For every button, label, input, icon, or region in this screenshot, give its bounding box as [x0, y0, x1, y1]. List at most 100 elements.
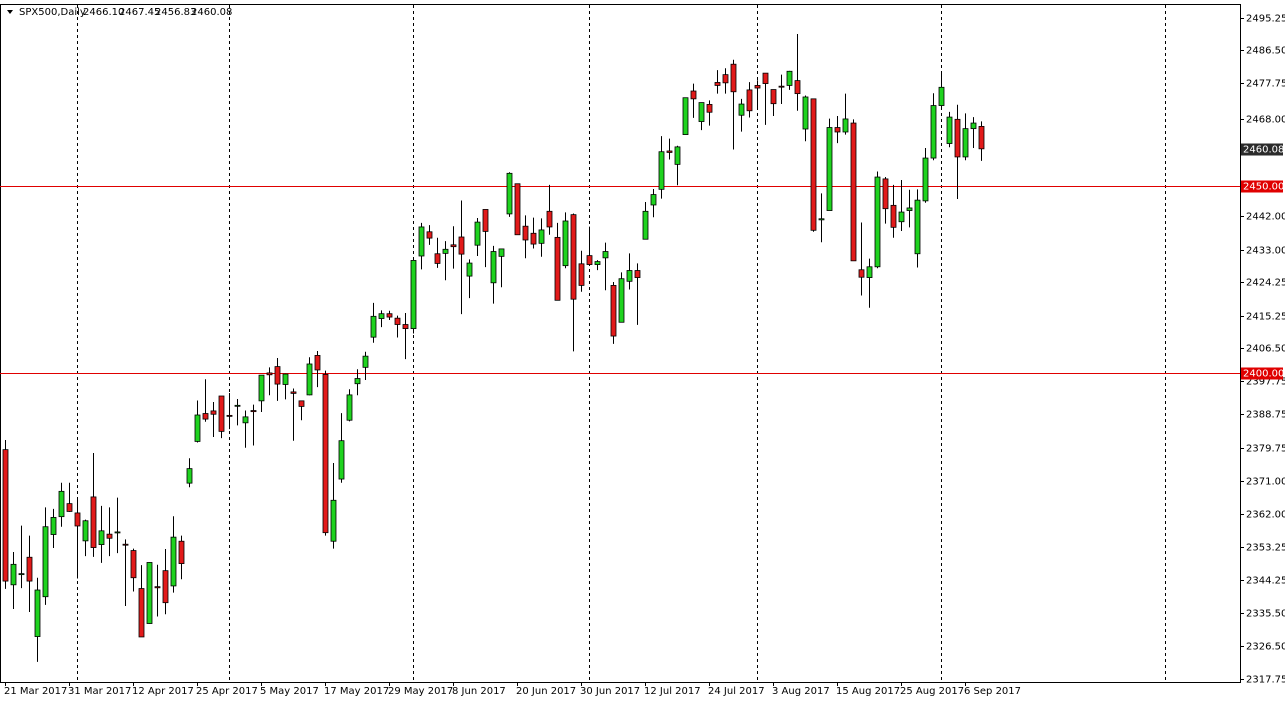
candle-body	[442, 248, 449, 254]
candle-body	[570, 214, 577, 300]
x-tick-label: 17 May 2017	[324, 686, 389, 697]
candle-body	[874, 176, 881, 268]
candle-body	[450, 244, 457, 248]
candle-body	[322, 374, 329, 534]
candle-body	[858, 269, 865, 278]
level-label-box	[1241, 180, 1283, 193]
candle-body	[602, 251, 609, 259]
candle-body	[914, 199, 921, 255]
candle-body	[906, 207, 913, 211]
candle-body	[650, 194, 657, 206]
candle-body	[274, 366, 281, 385]
menu-triangle[interactable]	[7, 10, 13, 14]
candle-body	[314, 355, 321, 371]
candle-body	[114, 531, 121, 534]
candles	[2, 34, 985, 662]
candle-body	[578, 263, 585, 286]
x-tick-label: 12 Jul 2017	[644, 686, 701, 697]
candle-body	[122, 543, 129, 546]
candle-body	[218, 395, 225, 432]
candle-body	[482, 209, 489, 232]
candle-body	[802, 96, 809, 130]
candle-body	[762, 72, 769, 84]
header-open: 2466.10	[83, 7, 124, 18]
candle-body	[562, 220, 569, 267]
candle-body	[850, 122, 857, 262]
y-tick-label: 2442.00	[1246, 212, 1285, 223]
candle-body	[354, 378, 361, 385]
candle-body	[98, 530, 105, 545]
candle-body	[234, 404, 241, 407]
candle-body	[970, 122, 977, 130]
candle-body	[66, 503, 73, 512]
candle-body	[370, 315, 377, 338]
candle-body	[634, 270, 641, 278]
candle-body	[962, 128, 969, 158]
candle-body	[26, 556, 33, 582]
candle-body	[162, 570, 169, 604]
candle-body	[498, 248, 505, 257]
candle-body	[698, 102, 705, 122]
candle-body	[130, 550, 137, 579]
y-tick-label: 2326.50	[1246, 642, 1285, 653]
candle-body	[514, 183, 521, 236]
candle-body	[258, 374, 265, 402]
candle-body	[794, 80, 801, 95]
candle-body	[538, 229, 545, 244]
candle-body	[202, 413, 209, 420]
candle-body	[714, 82, 721, 86]
x-tick-label: 25 Aug 2017	[900, 686, 964, 697]
y-tick-label: 2371.00	[1246, 477, 1285, 488]
candle-body	[610, 285, 617, 337]
candle-body	[18, 573, 25, 576]
candle-body	[778, 85, 785, 88]
level-label-box	[1241, 367, 1283, 380]
candle-body	[954, 118, 961, 158]
candle-body	[554, 236, 561, 301]
candle-body	[834, 127, 841, 133]
candle-body	[898, 211, 905, 223]
candle-body	[74, 512, 81, 527]
candle-body	[546, 210, 553, 228]
candle-body	[626, 270, 633, 282]
y-tick-label: 2344.25	[1246, 576, 1285, 587]
candle-body	[506, 172, 513, 215]
candle-body	[426, 231, 433, 239]
x-tick-label: 15 Aug 2017	[836, 686, 900, 697]
candle-body	[50, 517, 57, 535]
x-tick-label: 3 Aug 2017	[772, 686, 830, 697]
candle-body	[434, 253, 441, 264]
candle-body	[738, 103, 745, 116]
candle-body	[730, 63, 737, 93]
plot-frame	[0, 4, 1241, 683]
candle-body	[722, 74, 729, 84]
candle-body	[90, 496, 97, 548]
x-tick-label: 6 Sep 2017	[964, 686, 1021, 697]
x-tick-label: 24 Jul 2017	[708, 686, 765, 697]
candle-body	[746, 89, 753, 112]
candle-body	[290, 391, 297, 394]
candle-body	[106, 533, 113, 539]
candle-body	[410, 260, 417, 330]
x-tick-label: 25 Apr 2017	[196, 686, 258, 697]
chart-title: SPX500,Daily	[19, 7, 86, 18]
candle-body	[250, 410, 257, 413]
candle-body	[826, 127, 833, 211]
candle-body	[146, 562, 153, 624]
candle-body	[674, 146, 681, 165]
candle-body	[458, 236, 465, 255]
y-tick-label: 2353.25	[1246, 543, 1285, 554]
candle-body	[34, 589, 41, 637]
candle-body	[682, 97, 689, 135]
y-tick-label: 2486.50	[1246, 46, 1285, 57]
candle-body	[266, 372, 273, 376]
candle-body	[978, 125, 985, 150]
candle-body	[938, 86, 945, 106]
candle-body	[474, 221, 481, 246]
candle-body	[386, 313, 393, 318]
candle-body	[226, 414, 233, 417]
candle-body	[618, 278, 625, 323]
candle-body	[842, 118, 849, 133]
